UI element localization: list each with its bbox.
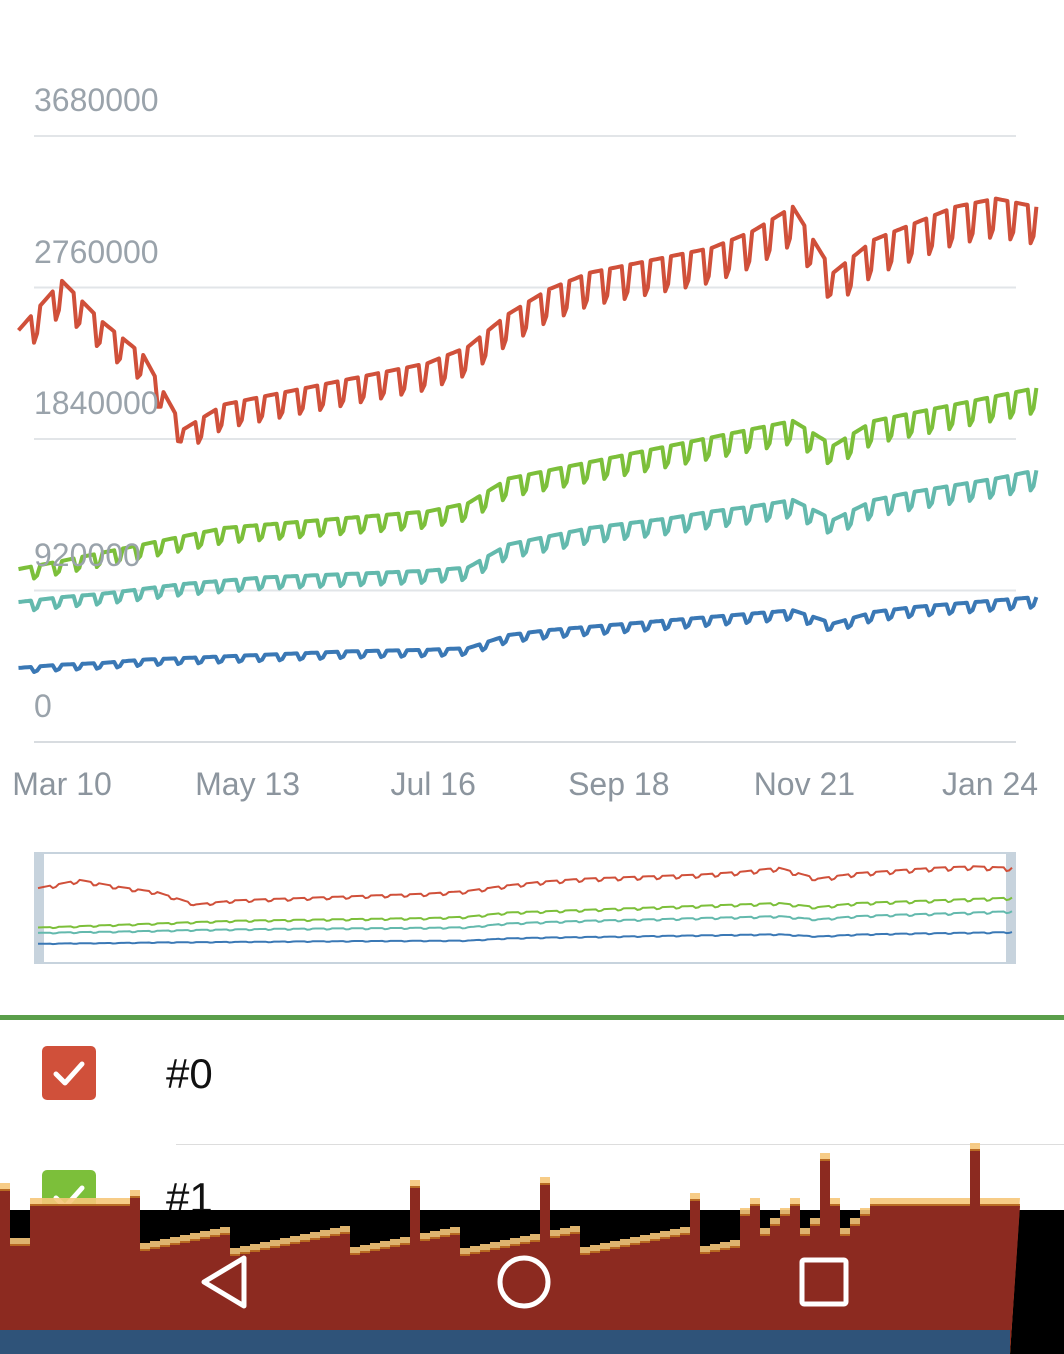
- legend-item-0[interactable]: #0: [0, 1020, 1064, 1145]
- series-line-1: [18, 387, 1039, 581]
- background-app-preview: [0, 1143, 1064, 1354]
- check-icon: [53, 1061, 85, 1086]
- system-navigation-bar: [0, 1210, 1064, 1354]
- y-tick-label: 920000: [34, 536, 141, 573]
- navigator-handle-left[interactable]: [34, 852, 44, 964]
- x-tick-label: Jul 16: [390, 766, 476, 802]
- y-tick-label: 3680000: [34, 82, 159, 118]
- navigator-series-3: [37, 931, 1013, 946]
- recents-button[interactable]: [764, 1210, 884, 1354]
- navigator-series-0: [37, 865, 1013, 907]
- legend-list: #0 #1: [0, 1020, 1064, 1354]
- range-navigator[interactable]: [34, 852, 1016, 964]
- navigator-frame: [34, 852, 1016, 964]
- navigator-handle-right[interactable]: [1006, 852, 1016, 964]
- home-button[interactable]: [464, 1210, 584, 1354]
- legend-separator: [176, 1144, 1064, 1145]
- home-icon: [497, 1255, 551, 1309]
- series-line-3: [18, 595, 1039, 674]
- main-chart[interactable]: 3680000 2760000 1840000 920000 0 Mar 10 May 1…: [0, 0, 1064, 820]
- series-line-2: [18, 469, 1039, 613]
- legend-checkbox[interactable]: [42, 1046, 96, 1100]
- x-tick-label: Jan 24: [941, 766, 1039, 802]
- x-tick-label: May 13: [195, 766, 301, 802]
- navigator-svg: [34, 852, 1016, 964]
- navigator-series-2: [37, 910, 1013, 935]
- preview-layer-2: [0, 1151, 1020, 1354]
- main-chart-svg: [17, 135, 1039, 743]
- legend-divider: [0, 1015, 1064, 1020]
- recents-icon: [799, 1257, 849, 1307]
- x-tick-label: Sep 18: [568, 766, 670, 802]
- y-tick-label: 1840000: [34, 385, 159, 421]
- preview-layer-base: [0, 1330, 1010, 1354]
- back-button[interactable]: [166, 1210, 286, 1354]
- series-line-0: [17, 196, 1039, 445]
- navigator-series-1: [37, 896, 1013, 930]
- x-tick-label: Nov 21: [753, 766, 856, 802]
- y-tick-label: 2760000: [34, 233, 159, 270]
- y-tick-label: 0: [34, 688, 52, 724]
- legend-label: #0: [166, 1050, 213, 1097]
- back-icon: [201, 1255, 247, 1309]
- x-tick-label: Mar 10: [12, 766, 112, 802]
